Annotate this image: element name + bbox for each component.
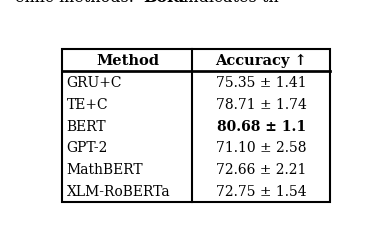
Bar bbox=[62, 50, 330, 202]
Text: GRU+C: GRU+C bbox=[67, 76, 122, 89]
Text: 72.66 ± 2.21: 72.66 ± 2.21 bbox=[216, 162, 307, 176]
Text: XLM-RoBERTa: XLM-RoBERTa bbox=[67, 184, 170, 198]
Text: Bold: Bold bbox=[143, 0, 185, 6]
Text: emic methods.: emic methods. bbox=[15, 0, 139, 6]
Text: GPT-2: GPT-2 bbox=[67, 141, 108, 155]
Text: Method: Method bbox=[96, 54, 159, 68]
Text: 78.71 ± 1.74: 78.71 ± 1.74 bbox=[216, 97, 307, 111]
Text: indicates th: indicates th bbox=[178, 0, 279, 6]
Text: Accuracy ↑: Accuracy ↑ bbox=[215, 54, 307, 68]
Text: 80.68 ± 1.1: 80.68 ± 1.1 bbox=[217, 119, 306, 133]
Text: 75.35 ± 1.41: 75.35 ± 1.41 bbox=[216, 76, 307, 89]
Text: 72.75 ± 1.54: 72.75 ± 1.54 bbox=[216, 184, 307, 198]
Text: TE+C: TE+C bbox=[67, 97, 108, 111]
Text: MathBERT: MathBERT bbox=[67, 162, 143, 176]
Text: BERT: BERT bbox=[67, 119, 106, 133]
Text: 71.10 ± 2.58: 71.10 ± 2.58 bbox=[216, 141, 307, 155]
